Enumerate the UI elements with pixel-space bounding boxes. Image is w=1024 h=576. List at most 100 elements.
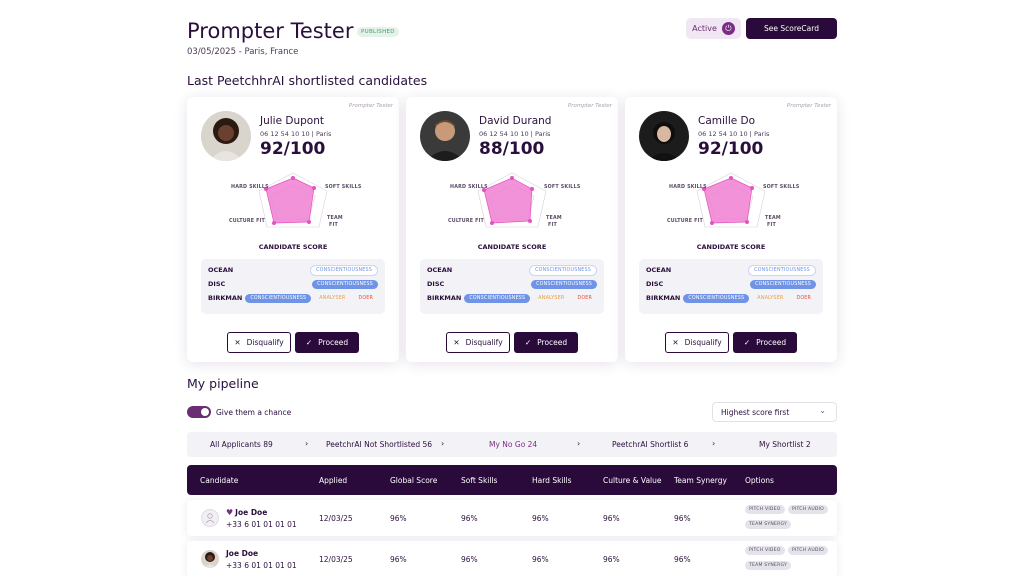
disc-label: DISC [427,280,445,288]
ocean-label: OCEAN [646,266,672,274]
disc-label: DISC [208,280,226,288]
radar-label-culture-fit: CULTURE FIT [448,219,485,224]
pitch-video-pill[interactable]: PITCH VIDEO [745,546,785,555]
proceed-button[interactable]: ✓ Proceed [295,332,359,353]
radar-label-team: TEAM [765,216,781,221]
candidate-name: Camille Do [698,115,756,127]
col-applied[interactable]: Applied [319,476,348,485]
radar-label-fit: FIT [767,223,776,228]
birkman-label: BIRKMAN [208,294,243,302]
row-name-text: Joe Doe [235,508,268,517]
personality-panel: OCEAN CONSCIENTIOUSNESS DISC CONSCIENTIO… [420,259,604,314]
candidate-name: David Durand [479,115,552,127]
chevron-right-icon: › [712,439,716,448]
proceed-button[interactable]: ✓ Proceed [514,332,578,353]
cell-hard-skills: 96% [532,555,549,564]
page-title: Prompter Tester [187,19,354,43]
team-synergy-pill[interactable]: TEAM SYNERGY [745,561,792,570]
doer-pill: DOER [796,295,812,301]
row-candidate-name[interactable]: ♥ Joe Doe [226,508,267,517]
pitch-audio-pill[interactable]: PITCH AUDIO [788,505,828,514]
radar-label-team: TEAM [546,216,562,221]
col-global-score[interactable]: Global Score [390,476,438,485]
check-icon: ✓ [305,338,313,347]
proceed-label: Proceed [756,338,787,347]
team-synergy-pill[interactable]: TEAM SYNERGY [745,520,792,529]
heart-icon[interactable]: ♥ [226,508,234,517]
pipeline-section-title: My pipeline [187,376,259,391]
radar-label-culture-fit: CULTURE FIT [229,219,266,224]
doer-pill: DOER [358,295,374,301]
ocean-label: OCEAN [427,266,453,274]
funnel-step-shortlist[interactable]: PeetchrAI Shortlist 6 [612,440,689,449]
radar-label-hard-skills: HARD SKILLS [231,185,269,190]
personality-panel: OCEAN CONSCIENTIOUSNESS DISC CONSCIENTIO… [201,259,385,314]
funnel-step-my-shortlist[interactable]: My Shortlist 2 [759,440,811,449]
birkman-pill: CONSCIENTIOUSNESS [683,293,750,303]
disqualify-label: Disqualify [684,338,722,347]
cell-applied: 12/03/25 [319,555,353,564]
radar-label-fit: FIT [329,223,338,228]
active-label: Active [692,24,717,33]
give-chance-toggle[interactable] [187,406,211,418]
give-chance-label: Give them a chance [216,408,292,417]
proceed-label: Proceed [537,338,568,347]
avatar [201,111,251,161]
see-scorecard-button[interactable]: See ScoreCard [746,18,837,39]
birkman-pill: CONSCIENTIOUSNESS [464,293,531,303]
col-candidate[interactable]: Candidate [200,476,239,485]
col-culture-value[interactable]: Culture & Value [603,476,662,485]
status-badge: PUBLISHED [357,27,399,37]
disc-label: DISC [646,280,664,288]
radar-label-fit: FIT [548,223,557,228]
radar-label-hard-skills: HARD SKILLS [669,185,707,190]
col-options: Options [745,476,774,485]
pitch-video-pill[interactable]: PITCH VIDEO [745,505,785,514]
candidate-phone: 06 12 54 10 10 | Paris [479,130,551,138]
funnel-step-all[interactable]: All Applicants 89 [210,440,273,449]
cell-applied: 12/03/25 [319,514,353,523]
cell-hard-skills: 96% [532,514,549,523]
candidate-phone: 06 12 54 10 10 | Paris [698,130,770,138]
disqualify-button[interactable]: ✕ Disqualify [446,332,510,353]
candidate-score: 88/100 [479,139,545,159]
table-row[interactable]: ♥ Joe Doe +33 6 01 01 01 01 12/03/25 96% … [187,500,837,536]
avatar [201,550,219,568]
funnel-step-not-shortlisted[interactable]: PeetchrAI Not Shortlisted 56 [326,440,433,449]
funnel-step-no-go[interactable]: My No Go 24 [489,440,538,449]
candidate-score-title: CANDIDATE SCORE [477,243,547,251]
birkman-label: BIRKMAN [646,294,681,302]
doer-pill: DOER [577,295,593,301]
candidate-score: 92/100 [260,139,326,159]
row-candidate-phone: +33 6 01 01 01 01 [226,561,297,570]
avatar [420,111,470,161]
candidate-phone: 06 12 54 10 10 | Paris [260,130,332,138]
col-hard-skills[interactable]: Hard Skills [532,476,572,485]
disqualify-label: Disqualify [465,338,503,347]
radar-label-soft-skills: SOFT SKILLS [325,185,362,190]
active-status-toggle[interactable]: Active ⏻ [686,18,741,39]
analyser-pill: ANALYSER [538,295,565,301]
card-tag: Prompter Tester [567,103,612,109]
row-candidate-name[interactable]: Joe Doe [226,549,258,558]
avatar [201,509,219,527]
cell-culture-value: 96% [603,555,620,564]
sort-value: Highest score first [721,407,790,417]
table-header: Candidate Applied Global Score Soft Skil… [187,465,837,495]
disqualify-label: Disqualify [246,338,284,347]
toggle-knob [201,408,209,416]
col-soft-skills[interactable]: Soft Skills [461,476,498,485]
sort-select[interactable]: Highest score first ⌄ [712,402,837,422]
card-tag: Prompter Tester [786,103,831,109]
disqualify-button[interactable]: ✕ Disqualify [665,332,729,353]
chevron-right-icon: › [441,439,445,448]
proceed-button[interactable]: ✓ Proceed [733,332,797,353]
col-team-synergy[interactable]: Team Synergy [674,476,727,485]
chevron-right-icon: › [305,439,309,448]
disqualify-button[interactable]: ✕ Disqualify [227,332,291,353]
cell-global-score: 96% [390,555,407,564]
table-row[interactable]: Joe Doe +33 6 01 01 01 01 12/03/25 96% 9… [187,541,837,576]
cell-culture-value: 96% [603,514,620,523]
close-icon: ✕ [234,338,241,347]
pitch-audio-pill[interactable]: PITCH AUDIO [788,546,828,555]
